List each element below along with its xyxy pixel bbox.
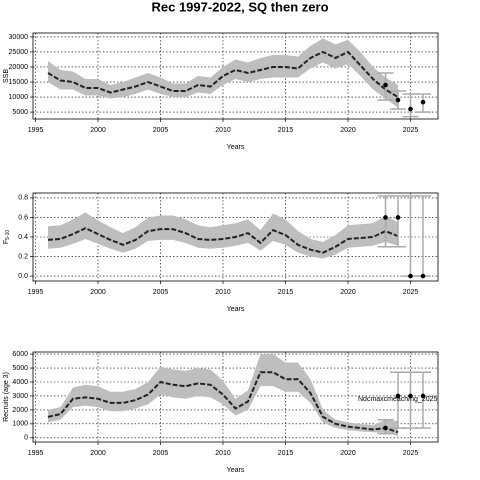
confidence-band xyxy=(48,212,398,259)
plot-frame xyxy=(32,32,439,120)
panel: 1995 2000 2005 2010 2015 2020 2025 0.0 0.2 0.4 0.6… xyxy=(3,192,439,313)
plot-area xyxy=(47,195,431,279)
x-tick-label: 2005 xyxy=(153,127,169,134)
x-axis-label: Years xyxy=(227,306,245,313)
y-tick-label: 0.4 xyxy=(18,234,28,241)
plot-area xyxy=(47,38,431,118)
confidence-band xyxy=(48,354,398,436)
panel: 1995 2000 2005 2010 2015 2020 2025 5000 10000 150… xyxy=(3,32,439,151)
series-line xyxy=(47,371,399,434)
y-axis-label-main: Recruits (age 3) xyxy=(3,372,10,422)
y-tick-label: 10000 xyxy=(9,94,29,101)
plot-frame xyxy=(32,351,439,443)
y-axis-label-main: F xyxy=(3,240,10,244)
x-tick-label: 2000 xyxy=(90,450,106,457)
x-tick-label: 2020 xyxy=(340,289,356,296)
point xyxy=(383,215,388,220)
x-tick-label: 2015 xyxy=(278,289,294,296)
x-tick-label: 2020 xyxy=(340,127,356,134)
plot-frame xyxy=(32,192,439,282)
x-tick-label: 2025 xyxy=(403,450,419,457)
y-axis-label: F5-10 xyxy=(3,230,11,245)
y-axis-label-sub: 5-10 xyxy=(5,230,11,240)
y-tick-label: 0.0 xyxy=(18,273,28,280)
y-tick-label: 1000 xyxy=(12,421,28,428)
x-tick-label: 1995 xyxy=(28,450,44,457)
point xyxy=(408,393,413,399)
x-tick-label: 2015 xyxy=(278,127,294,134)
y-tick-label: 2000 xyxy=(12,407,28,414)
y-tick-label: 6000 xyxy=(12,351,28,358)
figure-title: Rec 1997-2022, SQ then zero xyxy=(151,0,328,14)
point xyxy=(395,393,401,399)
point xyxy=(420,99,426,105)
x-axis-label: Years xyxy=(227,144,245,151)
x-tick-label: 2020 xyxy=(340,450,356,457)
x-tick-label: 2000 xyxy=(90,127,106,134)
x-tick-label: 2005 xyxy=(153,450,169,457)
x-tick-label: 1995 xyxy=(28,127,44,134)
y-tick-label: 3000 xyxy=(12,393,28,400)
x-tick-label: 2000 xyxy=(90,289,106,296)
y-axis-label: Recruits (age 3) xyxy=(3,372,10,422)
x-tick-label: 2015 xyxy=(278,450,294,457)
y-axis-label-main: SSB xyxy=(3,69,10,83)
x-tick-label: 2025 xyxy=(403,289,419,296)
point xyxy=(420,273,426,279)
y-tick-label: 0 xyxy=(24,435,28,442)
point xyxy=(383,82,388,88)
x-tick-label: 2010 xyxy=(215,127,231,134)
point xyxy=(420,393,426,399)
y-tick-label: 0.8 xyxy=(18,195,28,202)
x-tick-label: 2010 xyxy=(215,450,231,457)
y-tick-label: 20000 xyxy=(9,64,29,71)
y-axis-label: SSB xyxy=(3,69,10,83)
point xyxy=(395,97,401,103)
y-tick-label: 5000 xyxy=(12,109,28,116)
confidence-band xyxy=(48,38,398,108)
annotation: Ndcmaxcmeach/ng_2025_Nair10000_g61cs xyxy=(358,396,480,403)
y-tick-label: 15000 xyxy=(9,79,29,86)
x-tick-label: 2010 xyxy=(215,289,231,296)
x-axis-label: Years xyxy=(227,467,245,474)
plot-area: Ndcmaxcmeach/ng_2025_Nair10000_g61cs xyxy=(47,354,480,436)
y-tick-label: 0.6 xyxy=(18,214,28,221)
point xyxy=(408,106,413,112)
point xyxy=(395,215,401,220)
y-tick-label: 5000 xyxy=(12,365,28,372)
x-tick-label: 2005 xyxy=(153,289,169,296)
point xyxy=(383,425,388,431)
series-line xyxy=(47,227,399,254)
x-tick-label: 1995 xyxy=(28,289,44,296)
y-tick-label: 0.2 xyxy=(18,253,28,260)
panel: 1995 2000 2005 2010 2015 2020 2025 0 1000 2000 300… xyxy=(3,351,480,474)
point xyxy=(408,273,413,279)
x-tick-label: 2025 xyxy=(403,127,419,134)
y-tick-label: 25000 xyxy=(9,49,29,56)
y-tick-label: 4000 xyxy=(12,379,28,386)
y-tick-label: 30000 xyxy=(9,34,29,41)
